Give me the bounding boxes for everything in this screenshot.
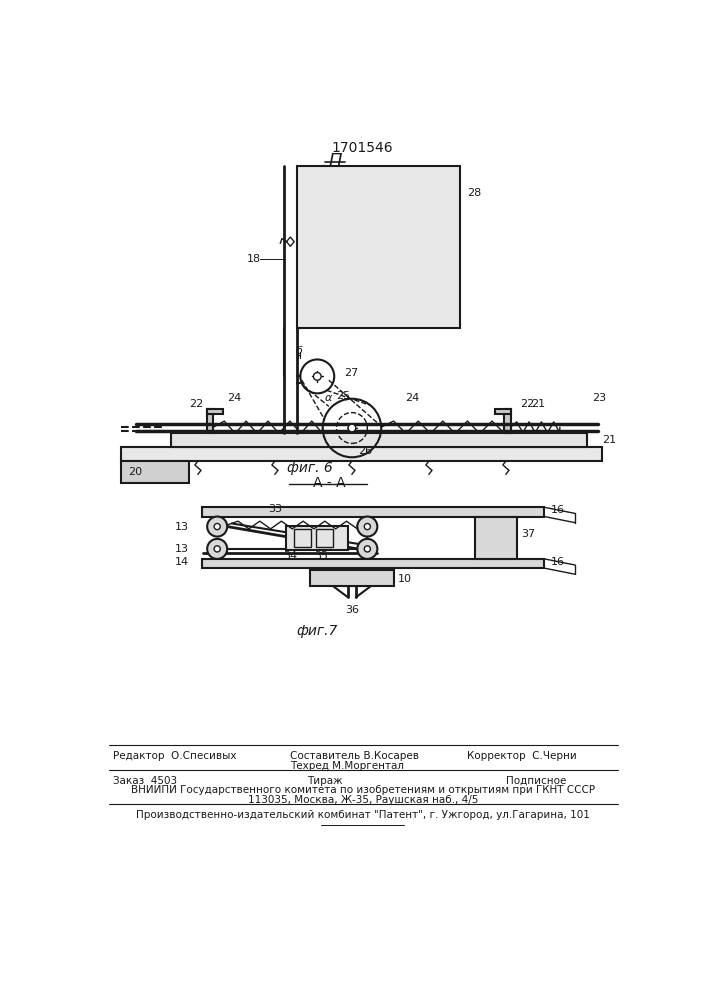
Text: 21: 21 <box>532 399 546 409</box>
Text: α: α <box>325 393 332 403</box>
Text: Тираж: Тираж <box>307 776 343 786</box>
Circle shape <box>207 539 227 559</box>
Text: фиг. 6: фиг. 6 <box>287 461 332 475</box>
Text: 24: 24 <box>227 393 241 403</box>
Text: 25: 25 <box>337 391 351 401</box>
Text: Заказ  4503: Заказ 4503 <box>113 776 177 786</box>
Text: 13: 13 <box>175 544 189 554</box>
Text: 23: 23 <box>592 393 607 403</box>
Text: 26: 26 <box>358 446 372 456</box>
Text: ВНИИПИ Государственного комитета по изобретениям и открытиям при ГКНТ СССР: ВНИИПИ Государственного комитета по изоб… <box>131 785 595 795</box>
Text: 28: 28 <box>467 188 481 198</box>
Text: 20: 20 <box>128 467 142 477</box>
Text: 16: 16 <box>551 557 565 567</box>
Text: 33: 33 <box>268 504 282 514</box>
Bar <box>294 529 311 547</box>
Text: Корректор  С.Черни: Корректор С.Черни <box>467 751 577 761</box>
Circle shape <box>357 539 378 559</box>
Text: Подписное: Подписное <box>506 776 566 786</box>
Circle shape <box>214 523 221 530</box>
Circle shape <box>207 517 227 537</box>
Text: 27: 27 <box>344 368 358 378</box>
Text: 14: 14 <box>175 557 189 567</box>
Bar <box>475 517 518 559</box>
Bar <box>310 570 395 586</box>
Text: 13: 13 <box>175 522 189 532</box>
Text: A - A: A - A <box>312 476 345 490</box>
Bar <box>286 526 348 550</box>
Circle shape <box>364 546 370 552</box>
Circle shape <box>313 373 321 380</box>
Bar <box>121 461 189 483</box>
Text: б: б <box>296 346 303 356</box>
Bar <box>207 409 214 433</box>
Text: 37: 37 <box>521 529 535 539</box>
Bar <box>504 409 510 433</box>
Text: Π: Π <box>328 152 341 170</box>
Text: 10: 10 <box>398 574 412 584</box>
Text: 34: 34 <box>284 551 298 561</box>
Circle shape <box>357 517 378 537</box>
Text: 24: 24 <box>405 393 419 403</box>
Bar <box>495 409 510 414</box>
Text: 35: 35 <box>314 551 328 561</box>
Text: фиг.7: фиг.7 <box>297 624 338 638</box>
Text: 36: 36 <box>345 605 359 615</box>
Bar <box>207 409 223 414</box>
Bar <box>201 507 544 517</box>
Text: 113035, Москва, Ж-35, Раушская наб., 4/5: 113035, Москва, Ж-35, Раушская наб., 4/5 <box>247 795 478 805</box>
Bar <box>121 447 602 461</box>
Text: 22: 22 <box>520 399 534 409</box>
Bar <box>201 559 544 568</box>
Text: 18: 18 <box>247 254 261 264</box>
Text: Составитель В.Косарев: Составитель В.Косарев <box>291 751 419 761</box>
Text: Редактор  О.Спесивых: Редактор О.Спесивых <box>113 751 237 761</box>
Text: Производственно-издательский комбинат "Патент", г. Ужгород, ул.Гагарина, 101: Производственно-издательский комбинат "П… <box>136 810 590 820</box>
Bar <box>296 166 460 328</box>
Text: 16: 16 <box>551 505 565 515</box>
Text: 22: 22 <box>189 399 204 409</box>
Bar <box>171 433 587 447</box>
Circle shape <box>214 546 221 552</box>
Text: 21: 21 <box>602 435 617 445</box>
Bar <box>316 529 333 547</box>
Circle shape <box>364 523 370 530</box>
Text: Техред М.Моргентал: Техред М.Моргентал <box>291 761 404 771</box>
Text: 1701546: 1701546 <box>332 141 394 155</box>
Circle shape <box>348 424 356 432</box>
